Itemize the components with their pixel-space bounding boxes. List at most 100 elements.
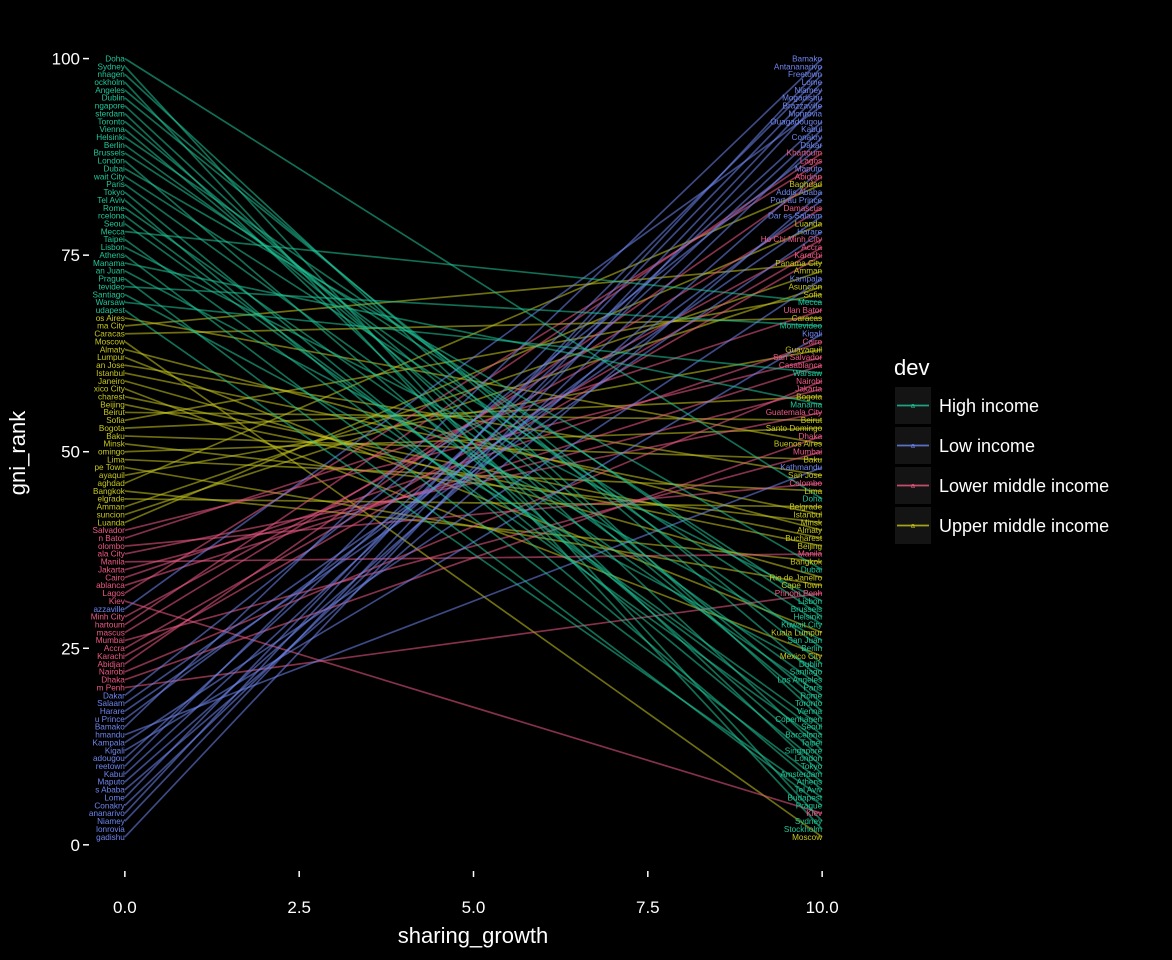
left-city-label: Angeles	[95, 86, 125, 95]
y-tick-label: 0	[71, 836, 80, 855]
right-city-label: Karachi	[794, 251, 822, 260]
left-city-label: Taipei	[103, 235, 125, 244]
left-city-label: Vienna	[100, 125, 126, 134]
series-line	[124, 113, 823, 775]
legend-label-high: High income	[939, 396, 1039, 416]
right-city-label: Niamey	[794, 86, 823, 95]
left-city-label: azzaville	[93, 605, 125, 614]
legend: dev a High income a Low income a Lower middle…	[894, 355, 1109, 544]
y-tick-label: 75	[61, 246, 80, 265]
right-city-label: Almaty	[797, 526, 823, 535]
left-city-label: olombo	[98, 542, 125, 551]
series-line	[124, 136, 823, 807]
right-city-label: Kabul	[801, 125, 822, 134]
left-city-label: ala City	[98, 550, 126, 559]
series-line	[124, 482, 823, 547]
left-city-label: Niamey	[97, 817, 126, 826]
right-city-label: Kathmandu	[780, 463, 822, 472]
left-city-label: nhagen	[98, 70, 126, 79]
x-tick-label: 7.5	[636, 898, 660, 917]
x-tick-label: 2.5	[287, 898, 311, 917]
right-city-label: Mumbai	[793, 448, 822, 457]
left-city-label: Santiago	[93, 290, 126, 299]
right-city-label: Paris	[803, 683, 822, 692]
right-city-label: Berlin	[801, 644, 822, 653]
right-city-label: Colombo	[789, 479, 822, 488]
right-city-label: Guayaquil	[785, 345, 822, 354]
right-city-label: Abidjan	[795, 172, 823, 181]
right-city-label: Kampala	[790, 275, 823, 284]
right-city-label: Asuncion	[788, 282, 822, 291]
series-line	[124, 230, 823, 304]
right-city-label: Rome	[800, 691, 822, 700]
series-line	[124, 183, 823, 689]
legend-key-glyph: a	[911, 403, 915, 410]
right-city-label: Prague	[796, 801, 823, 810]
left-city-label: wait City	[93, 172, 126, 181]
right-city-label: Khartoum	[787, 149, 823, 158]
left-city-label: Baku	[106, 432, 125, 441]
right-city-label: San Juan	[788, 636, 823, 645]
left-city-label: Athens	[99, 251, 125, 260]
left-city-label: xico City	[94, 385, 126, 394]
left-city-label: mascus	[97, 628, 125, 637]
left-city-label: sterdam	[95, 109, 125, 118]
left-city-label: u Prince	[95, 715, 125, 724]
right-city-label: Ulan Bator	[783, 306, 822, 315]
right-city-label: Sydney	[795, 817, 823, 826]
left-city-label: Bamako	[95, 723, 125, 732]
right-city-label: Port au Prince	[770, 196, 822, 205]
right-city-label: Santiago	[790, 668, 823, 677]
left-city-label: Warsaw	[96, 298, 125, 307]
right-city-label: Lisbon	[798, 597, 823, 606]
series-lines	[124, 57, 823, 838]
left-city-label: elgrade	[98, 495, 126, 504]
right-city-label: Santo Domingo	[766, 424, 823, 433]
left-city-label: Bangkok	[93, 487, 126, 496]
left-city-label: Lome	[104, 793, 125, 802]
right-city-label: Dhaka	[798, 432, 822, 441]
left-city-label: Maputo	[98, 778, 126, 787]
y-axis-title: gni_rank	[5, 410, 30, 495]
right-city-label: Istanbul	[793, 510, 822, 519]
right-city-label: Lima	[804, 487, 822, 496]
left-city-label: ablanca	[96, 581, 125, 590]
right-city-label: London	[795, 754, 823, 763]
left-city-label: Jakarta	[98, 565, 125, 574]
left-city-label: Tel Aviv	[97, 196, 126, 205]
series-line	[124, 309, 823, 799]
left-city-label: Lagos	[103, 589, 125, 598]
left-city-label: Kabul	[104, 770, 125, 779]
right-city-label: Toronto	[795, 699, 823, 708]
x-tick-label: 0.0	[113, 898, 137, 917]
left-city-label: Brussels	[93, 149, 124, 158]
right-city-label: Beirut	[801, 416, 823, 425]
left-city-label: Manama	[93, 259, 125, 268]
left-city-label: n Bator	[98, 534, 125, 543]
right-city-label: Lagos	[800, 157, 822, 166]
series-line	[124, 191, 823, 767]
left-city-label: ananarivo	[89, 809, 125, 818]
left-city-label: Janeiro	[98, 377, 125, 386]
left-city-label: Harare	[100, 707, 125, 716]
left-city-label: lonrovia	[96, 825, 125, 834]
series-line	[124, 278, 823, 744]
right-city-label: Cairo	[803, 337, 823, 346]
x-tick-label: 5.0	[462, 898, 486, 917]
left-city-label: Salaam	[97, 699, 125, 708]
right-city-label: Dakar	[800, 141, 822, 150]
city-labels: DohaSydneynhagenockholmAngelesDublinngap…	[89, 54, 823, 841]
right-city-label: Amman	[794, 267, 823, 276]
right-city-label: Baghdad	[789, 180, 822, 189]
right-city-label: Seoul	[801, 723, 822, 732]
left-city-label: charest	[98, 392, 126, 401]
right-city-label: Conakry	[792, 133, 823, 142]
right-city-label: Athens	[797, 778, 823, 787]
left-city-label: rcelona	[98, 212, 125, 221]
right-city-label: Phnom Penh	[775, 589, 823, 598]
series-line	[124, 450, 823, 642]
left-city-label: Conakry	[94, 801, 125, 810]
right-city-label: Kuwait City	[781, 620, 823, 629]
series-line	[124, 600, 823, 815]
